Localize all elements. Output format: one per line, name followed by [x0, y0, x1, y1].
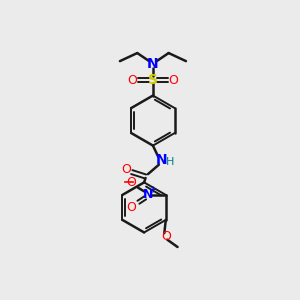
- Text: N: N: [156, 153, 168, 167]
- Text: O: O: [122, 163, 131, 176]
- Text: O: O: [126, 176, 136, 189]
- Text: +: +: [148, 184, 156, 195]
- Text: N: N: [143, 188, 153, 201]
- Text: H: H: [166, 157, 174, 167]
- Text: O: O: [169, 74, 178, 87]
- Text: N: N: [147, 57, 159, 71]
- Text: S: S: [148, 73, 158, 87]
- Text: O: O: [161, 230, 171, 243]
- Text: O: O: [128, 74, 137, 87]
- Text: O: O: [126, 201, 136, 214]
